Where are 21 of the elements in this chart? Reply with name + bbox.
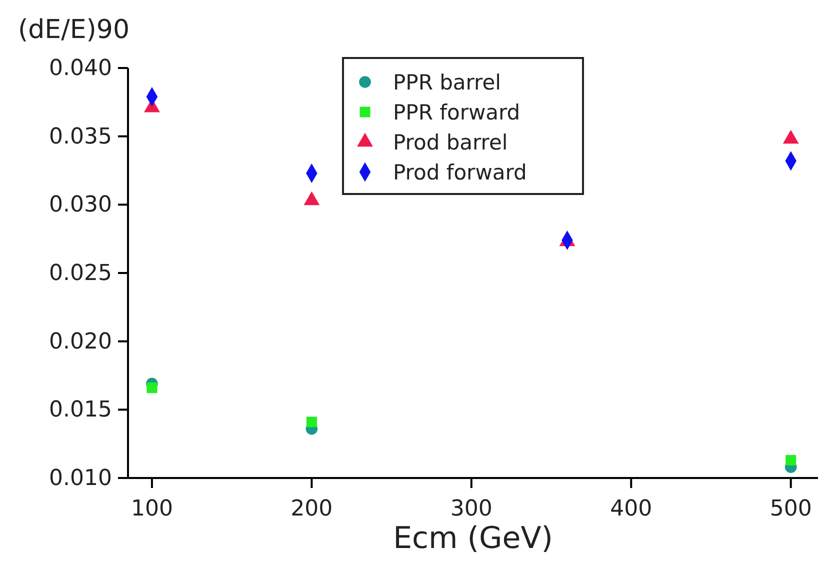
legend-label: Prod barrel bbox=[393, 130, 508, 154]
x-tick-label: 400 bbox=[610, 496, 652, 522]
y-tick-label: 0.020 bbox=[49, 329, 112, 354]
point bbox=[306, 416, 317, 428]
y-tick-label: 0.035 bbox=[49, 124, 112, 150]
y-tick-label: 0.040 bbox=[49, 56, 112, 82]
legend-label: PPR forward bbox=[393, 100, 520, 124]
y-tick-label: 0.015 bbox=[49, 398, 112, 423]
y-tick-label: 0.010 bbox=[49, 466, 112, 492]
x-tick-label: 300 bbox=[450, 496, 492, 522]
x-tick-label: 200 bbox=[290, 496, 333, 522]
y-axis-title: (dE/E)90 bbox=[18, 15, 130, 45]
point bbox=[146, 382, 158, 394]
y-tick-label: 0.025 bbox=[49, 261, 112, 286]
x-tick-label: 100 bbox=[130, 496, 173, 522]
x-tick-label: 500 bbox=[770, 496, 812, 522]
legend-label: Prod forward bbox=[393, 160, 527, 184]
point bbox=[786, 454, 796, 466]
legend-label: PPR barrel bbox=[393, 70, 501, 94]
x-axis-title: Ecm (GeV) bbox=[393, 521, 553, 556]
y-tick-label: 0.030 bbox=[49, 192, 112, 218]
